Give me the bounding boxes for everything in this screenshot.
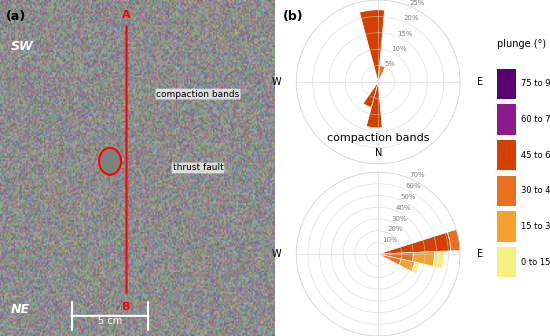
Text: SW: SW	[11, 40, 34, 53]
Bar	[433, 251, 444, 268]
Bar	[363, 82, 378, 107]
Text: 15 to 30: 15 to 30	[521, 222, 550, 231]
Bar	[378, 253, 413, 262]
Bar	[447, 229, 463, 251]
Text: NE: NE	[11, 303, 30, 316]
Text: thrust fault: thrust fault	[173, 164, 223, 172]
FancyBboxPatch shape	[497, 176, 516, 206]
Bar	[411, 262, 419, 274]
Text: 45 to 60: 45 to 60	[521, 151, 550, 160]
FancyBboxPatch shape	[497, 211, 516, 242]
FancyBboxPatch shape	[497, 247, 516, 277]
Bar	[399, 259, 415, 271]
FancyBboxPatch shape	[497, 104, 516, 135]
Bar	[378, 232, 450, 254]
Bar	[360, 10, 384, 82]
Text: 75 to 90: 75 to 90	[521, 80, 550, 88]
Text: 0 to 15: 0 to 15	[521, 258, 550, 266]
Text: compaction bands: compaction bands	[156, 90, 240, 98]
Text: (a): (a)	[6, 10, 26, 23]
FancyBboxPatch shape	[497, 69, 516, 99]
Bar	[366, 82, 382, 128]
Bar	[378, 254, 401, 265]
FancyBboxPatch shape	[497, 140, 516, 170]
Title: compaction bands: compaction bands	[327, 133, 430, 143]
Circle shape	[99, 148, 121, 175]
Text: 30 to 45: 30 to 45	[521, 186, 550, 195]
Text: (b): (b)	[283, 10, 304, 23]
Text: plunge (°): plunge (°)	[497, 39, 547, 49]
Text: 60 to 75: 60 to 75	[521, 115, 550, 124]
Text: B: B	[122, 302, 131, 312]
Text: A: A	[122, 10, 131, 20]
Text: 5 cm: 5 cm	[98, 316, 122, 326]
Bar	[412, 252, 434, 266]
Bar	[378, 66, 385, 82]
